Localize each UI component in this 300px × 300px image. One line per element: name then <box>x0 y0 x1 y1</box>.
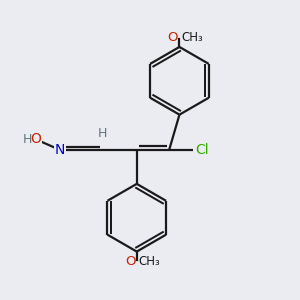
Text: H: H <box>98 127 108 140</box>
Text: O: O <box>125 254 135 268</box>
Text: CH₃: CH₃ <box>181 31 203 44</box>
Text: O: O <box>167 31 178 44</box>
Text: O: O <box>30 132 41 146</box>
Text: CH₃: CH₃ <box>138 254 160 268</box>
Text: N: N <box>55 143 65 157</box>
Text: H: H <box>22 133 32 146</box>
Text: Cl: Cl <box>196 143 209 157</box>
